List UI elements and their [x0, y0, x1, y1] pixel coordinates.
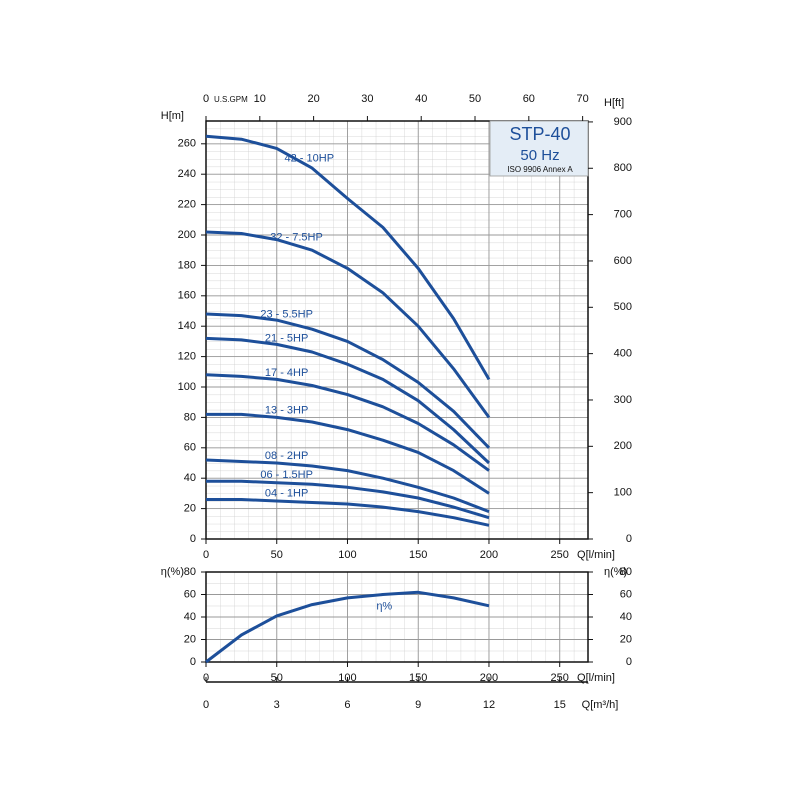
x-tick-label: 0 — [203, 549, 209, 561]
top-tick-label: 20 — [307, 93, 319, 105]
top-tick-label: 70 — [576, 93, 588, 105]
x-tick-label: 150 — [409, 549, 427, 561]
top-tick-label: 10 — [254, 93, 266, 105]
series-label: η% — [376, 600, 392, 612]
y-tick-label: 180 — [178, 259, 196, 271]
y-tick-label: 0 — [190, 533, 196, 545]
y2-tick-label: 20 — [620, 633, 632, 645]
plot-frame — [205, 120, 589, 540]
series-label: 17 - 4HP — [265, 367, 308, 379]
curve — [205, 336, 491, 465]
series-label: 13 - 3HP — [265, 405, 308, 417]
y-tick-label: 80 — [184, 411, 196, 423]
bottom-tick-label: 15 — [554, 699, 566, 711]
y-tick-label: 60 — [184, 588, 196, 600]
curve — [206, 412, 490, 495]
bottom-tick-label: 0 — [203, 699, 209, 711]
y2-tick-label: 200 — [614, 440, 632, 452]
curve — [206, 479, 490, 520]
y-axis-label: η(%) — [161, 566, 184, 578]
y-tick-label: 260 — [178, 138, 196, 150]
y-tick-label: 240 — [178, 168, 196, 180]
curve — [205, 458, 490, 514]
curve — [205, 312, 491, 449]
series-label: 06 - 1.5HP — [260, 469, 313, 481]
y2-axis-label: η(%) — [604, 566, 627, 578]
curve — [205, 590, 490, 664]
x-tick-label: 250 — [551, 549, 569, 561]
top-tick-label: 60 — [523, 93, 535, 105]
x-tick-label: 50 — [271, 549, 283, 561]
chart-title: STP-40 — [509, 124, 570, 144]
series-label: 23 - 5.5HP — [260, 309, 313, 321]
y2-tick-label: 60 — [620, 588, 632, 600]
y-tick-label: 60 — [184, 442, 196, 454]
y-tick-label: 100 — [178, 381, 196, 393]
y2-tick-label: 800 — [614, 162, 632, 174]
chart-subtitle: 50 Hz — [520, 147, 559, 164]
y2-tick-label: 400 — [614, 348, 632, 360]
curve — [205, 134, 491, 381]
y-tick-label: 20 — [184, 633, 196, 645]
y-tick-label: 160 — [178, 290, 196, 302]
bottom-tick-label: 6 — [344, 699, 350, 711]
y-tick-label: 140 — [178, 320, 196, 332]
y-axis-label: H[m] — [161, 110, 184, 122]
bottom-axis-label: Q[m³/h] — [582, 699, 619, 711]
y2-tick-label: 900 — [614, 116, 632, 128]
y-tick-label: 20 — [184, 503, 196, 515]
y2-tick-label: 0 — [626, 656, 632, 668]
curve — [205, 373, 490, 472]
x-tick-label: 100 — [338, 549, 356, 561]
series-label: 04 - 1HP — [265, 487, 308, 499]
y-tick-label: 40 — [184, 472, 196, 484]
x-axis-label: Q[l/min] — [577, 549, 615, 561]
series-label: 42 - 10HP — [285, 152, 335, 164]
y2-tick-label: 100 — [614, 487, 632, 499]
bottom-tick-label: 12 — [483, 699, 495, 711]
y2-axis-label: H[ft] — [604, 97, 624, 109]
top-axis-label: U.S.GPM — [214, 95, 248, 104]
top-tick-label: 50 — [469, 93, 481, 105]
y2-tick-label: 500 — [614, 301, 632, 313]
bottom-tick-label: 3 — [274, 699, 280, 711]
y2-tick-label: 40 — [620, 611, 632, 623]
y2-tick-label: 700 — [614, 209, 632, 221]
y-tick-label: 0 — [190, 656, 196, 668]
y-tick-label: 200 — [178, 229, 196, 241]
y-tick-label: 40 — [184, 611, 196, 623]
x-tick-label: 200 — [480, 549, 498, 561]
y2-tick-label: 0 — [626, 533, 632, 545]
y-tick-label: 220 — [178, 199, 196, 211]
top-tick-label: 0 — [203, 93, 209, 105]
series-label: 21 - 5HP — [265, 332, 308, 344]
y2-tick-label: 300 — [614, 394, 632, 406]
top-tick-label: 30 — [361, 93, 373, 105]
x-axis-label: Q[l/min] — [577, 672, 615, 684]
series-label: 32 - 7.5HP — [270, 231, 323, 243]
y2-tick-label: 600 — [614, 255, 632, 267]
y2-tick-label: 80 — [620, 566, 632, 578]
y-tick-label: 120 — [178, 351, 196, 363]
top-tick-label: 40 — [415, 93, 427, 105]
bottom-tick-label: 9 — [415, 699, 421, 711]
minor-grid — [206, 121, 588, 539]
chart-note: ISO 9906 Annex A — [507, 165, 573, 174]
curve — [205, 230, 491, 419]
title-box — [489, 120, 589, 177]
series-label: 08 - 2HP — [265, 450, 308, 462]
y-tick-label: 80 — [184, 566, 196, 578]
curve — [206, 498, 490, 527]
